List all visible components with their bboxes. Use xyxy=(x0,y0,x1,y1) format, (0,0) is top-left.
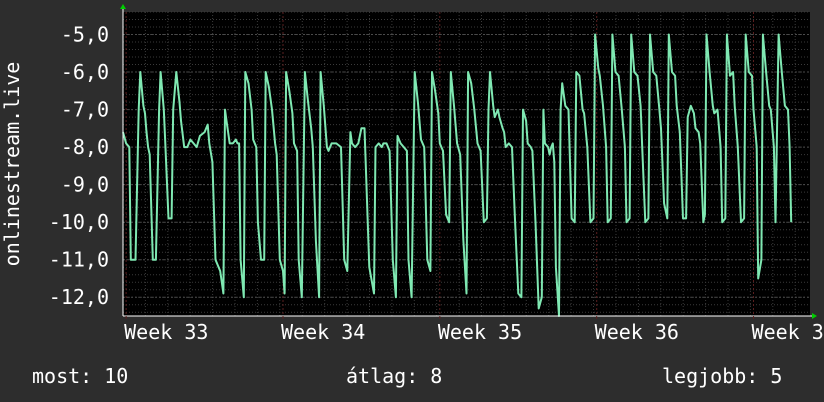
axes xyxy=(120,4,817,319)
y-tick-label: -8,0 xyxy=(61,135,109,159)
y-tick-label: -10,0 xyxy=(49,210,109,234)
y-tick-label: -9,0 xyxy=(61,173,109,197)
y-tick-label: -11,0 xyxy=(49,248,109,272)
x-tick-label: Week 35 xyxy=(438,320,522,344)
grid xyxy=(122,11,810,316)
stat-current: most: 10 xyxy=(32,364,129,388)
y-axis-ticks: -5,0 -6,0 -7,0 -8,0 -9,0 -10,0 -11,0 -12,0 xyxy=(49,23,109,310)
y-axis-arrow-icon xyxy=(120,4,126,9)
y-tick-label: -12,0 xyxy=(49,285,109,309)
x-tick-label: Week 36 xyxy=(595,320,679,344)
x-axis-ticks: Week 33 Week 34 Week 35 Week 36 Week 37 xyxy=(124,320,824,344)
y-tick-label: -6,0 xyxy=(61,60,109,84)
stat-best: legjobb: 5 xyxy=(662,364,783,388)
x-tick-label: Week 33 xyxy=(124,320,208,344)
series-layer xyxy=(122,33,793,317)
x-tick-label: Week 37 xyxy=(752,320,824,344)
series-line xyxy=(122,33,793,317)
y-axis-label: onlinestream.live xyxy=(0,62,24,267)
x-tick-label: Week 34 xyxy=(281,320,365,344)
y-tick-label: -5,0 xyxy=(61,23,109,47)
x-axis-arrow-icon xyxy=(812,313,817,319)
stat-average: átlag: 8 xyxy=(346,364,443,388)
y-tick-label: -7,0 xyxy=(61,98,109,122)
